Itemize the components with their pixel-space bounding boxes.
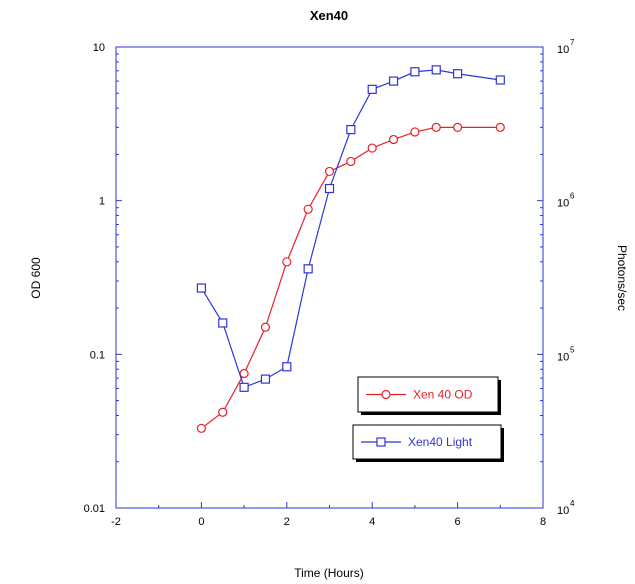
data-point: [324, 183, 335, 194]
legend-marker: [376, 437, 386, 447]
legend-shadow: [498, 380, 501, 415]
data-point: [410, 67, 420, 77]
y2-tick-label: 107: [557, 38, 575, 56]
legend-marker: [381, 389, 391, 400]
legend-shadow: [361, 412, 501, 415]
x-tick-label: 8: [540, 516, 546, 528]
data-point: [495, 122, 505, 132]
legend-label: Xen40 Light: [408, 435, 473, 449]
legend-shadow: [356, 459, 504, 462]
y2-tick-label: 106: [557, 192, 575, 210]
x-tick-label: 2: [284, 516, 290, 528]
x-tick-label: 0: [198, 516, 204, 528]
legend-label: Xen 40 OD: [413, 388, 473, 402]
data-point: [260, 322, 271, 332]
y-axis-left: 0.01 0.1 1 10: [84, 42, 122, 515]
y2-tick-base: 10: [557, 44, 569, 56]
data-point: [196, 283, 206, 293]
x-axis-title: Time (Hours): [294, 566, 364, 580]
legend-item: Xen40 Light: [352, 424, 504, 462]
data-point: [346, 156, 356, 167]
series-layer: [196, 65, 505, 433]
y2-tick-label: 104: [557, 499, 575, 517]
data-point: [260, 374, 271, 384]
y2-axis-title: Photons/sec: [615, 245, 629, 311]
data-point: [410, 127, 420, 137]
data-point: [282, 257, 292, 267]
legend: Xen 40 OD Xen40 Light: [352, 376, 504, 462]
data-point: [367, 143, 377, 153]
y-tick-label: 10: [93, 42, 105, 54]
y-tick-label: 0.01: [84, 503, 105, 515]
x-tick-label: 4: [369, 516, 375, 528]
y2-tick-exponent: 5: [570, 345, 575, 354]
series-line: [200, 69, 501, 389]
data-point: [388, 134, 399, 145]
chart-title: Xen40: [310, 8, 348, 23]
y2-tick-label: 105: [557, 345, 575, 363]
series-1: [196, 65, 505, 392]
data-point: [388, 76, 399, 86]
y-tick-label: 0.1: [90, 349, 105, 361]
y2-tick-exponent: 7: [570, 38, 575, 47]
data-point: [218, 318, 228, 328]
data-point: [495, 75, 505, 85]
data-point: [282, 362, 292, 372]
y2-tick-exponent: 6: [570, 192, 575, 201]
x-tick-label: -2: [111, 516, 121, 528]
x-axis: -2 0 2 4 6 8: [111, 502, 546, 528]
data-point: [239, 368, 249, 379]
x-tick-label: 6: [455, 516, 461, 528]
data-point: [367, 84, 377, 94]
data-point: [303, 264, 313, 274]
data-point: [196, 423, 206, 433]
y-tick-label: 1: [99, 196, 105, 208]
data-point: [303, 204, 313, 214]
data-point: [453, 122, 463, 132]
y2-tick-base: 10: [557, 351, 569, 363]
data-point: [431, 122, 441, 132]
data-point: [453, 69, 463, 79]
data-point: [218, 407, 228, 417]
data-point: [324, 166, 335, 177]
legend-item: Xen 40 OD: [357, 376, 501, 415]
data-point: [431, 65, 441, 75]
y2-tick-base: 10: [557, 198, 569, 210]
data-point: [346, 125, 356, 135]
y2-tick-exponent: 4: [570, 499, 575, 508]
y-axis-title: OD 600: [29, 257, 43, 299]
y2-tick-base: 10: [557, 505, 569, 517]
series-0: [196, 122, 505, 433]
legend-shadow: [501, 428, 504, 462]
data-point: [239, 382, 249, 392]
